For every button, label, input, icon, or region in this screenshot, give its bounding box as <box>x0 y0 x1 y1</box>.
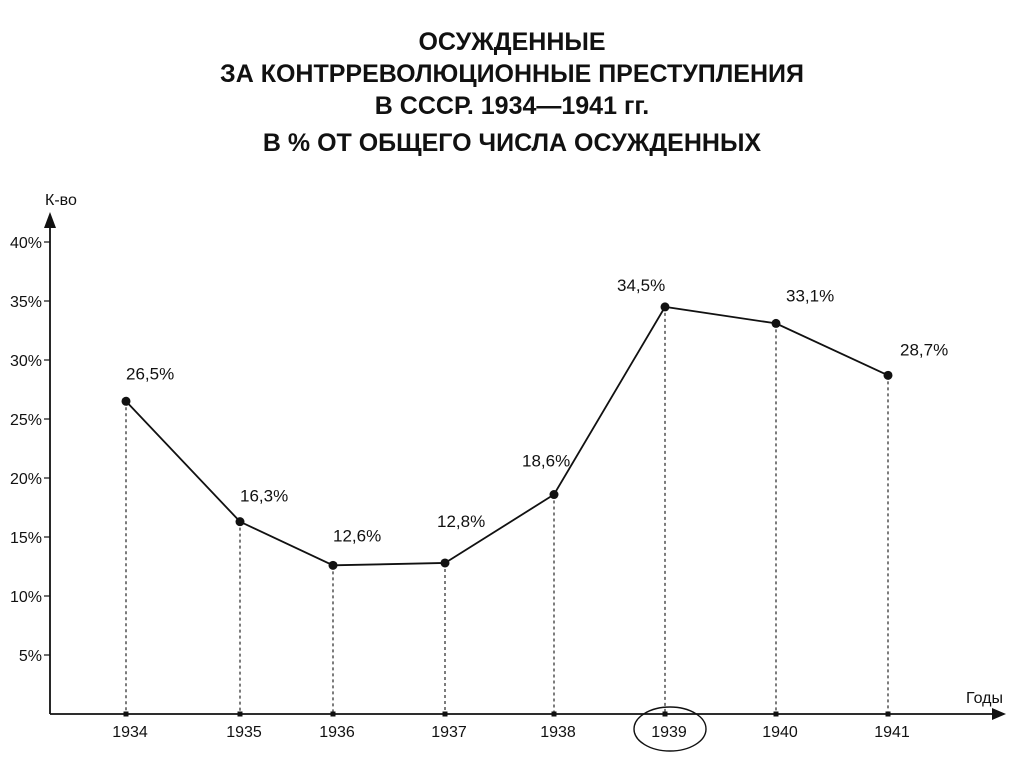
x-axis-arrow <box>992 708 1006 720</box>
x-tick-mark <box>662 711 668 717</box>
data-point <box>235 517 245 527</box>
data-point <box>121 396 131 406</box>
y-tick-label: 35% <box>10 294 42 311</box>
data-label: 33,1% <box>786 286 834 305</box>
x-tick-label: 1941 <box>874 724 910 741</box>
y-tick-label: 40% <box>10 235 42 252</box>
data-point <box>660 302 670 312</box>
x-tick-label: 1939 <box>651 724 687 741</box>
x-tick-label: 1935 <box>226 724 262 741</box>
data-label: 26,5% <box>126 364 174 383</box>
data-label: 18,6% <box>522 452 570 471</box>
y-tick-label: 10% <box>10 589 42 606</box>
x-tick-label: 1936 <box>319 724 355 741</box>
data-point <box>328 560 338 570</box>
x-tick-mark <box>551 711 557 717</box>
data-label: 34,5% <box>617 276 665 295</box>
drop-lines <box>125 306 889 714</box>
y-tick-label: 20% <box>10 471 42 488</box>
data-label: 12,8% <box>437 512 485 531</box>
series-line <box>125 305 889 567</box>
data-labels: 26,5% 16,3% 12,6% 12,8% 18,6% 34,5% 33,1% 28,7% <box>126 276 948 545</box>
x-tick-label: 1938 <box>540 724 576 741</box>
data-point <box>771 318 781 328</box>
title-line: В СССР. 1934—1941 гг. <box>375 92 649 120</box>
y-tick-label: 5% <box>19 648 42 665</box>
x-tick-label: 1937 <box>431 724 467 741</box>
y-tick-label: 30% <box>10 353 42 370</box>
title-line: В % ОТ ОБЩЕГО ЧИСЛА ОСУЖДЕННЫХ <box>263 129 762 157</box>
series <box>121 302 893 570</box>
chart-title: ОСУЖДЕННЫЕ ЗА КОНТРРЕВОЛЮЦИОННЫЕ ПРЕСТУПЛ… <box>220 28 804 157</box>
data-label: 16,3% <box>240 487 288 506</box>
title-line: ОСУЖДЕННЫЕ <box>418 28 605 56</box>
highlight-circle <box>633 706 707 752</box>
y-ticks: 5% 10% 15% 20% 25% 30% 35% 40% <box>10 235 50 665</box>
data-point <box>440 558 450 568</box>
y-tick-label: 25% <box>10 412 42 429</box>
x-tick-mark <box>330 711 336 717</box>
y-tick-label: 15% <box>10 530 42 547</box>
data-label: 28,7% <box>900 340 948 359</box>
data-point <box>549 490 559 500</box>
x-axis-title: Годы <box>966 690 1003 707</box>
x-tick-label: 1934 <box>112 724 148 741</box>
title-line: ЗА КОНТРРЕВОЛЮЦИОННЫЕ ПРЕСТУПЛЕНИЯ <box>220 60 804 88</box>
y-axis-title: К-во <box>45 192 77 209</box>
axes: К-во Годы <box>44 192 1006 720</box>
x-tick-label: 1940 <box>762 724 798 741</box>
y-axis-arrow <box>44 212 56 228</box>
data-label: 12,6% <box>333 526 381 545</box>
x-ticks: 1934 1935 1936 1937 1938 1939 1940 1941 <box>112 706 910 752</box>
data-point <box>883 370 893 380</box>
